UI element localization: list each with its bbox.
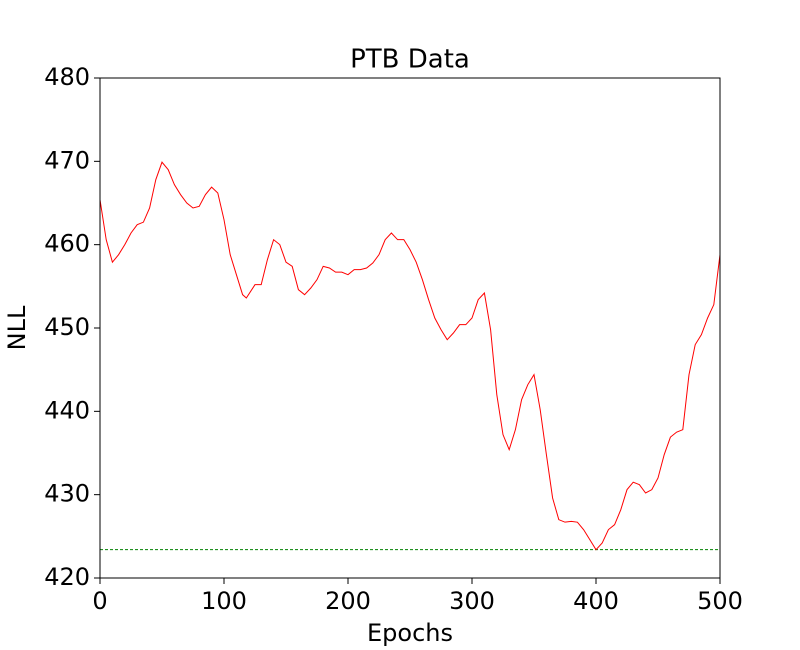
plot-frame <box>99 77 721 579</box>
x-axis-label: Epochs <box>367 619 453 647</box>
x-tick-label: 100 <box>201 587 247 615</box>
x-tick-label: 500 <box>697 587 743 615</box>
y-tick-label: 470 <box>44 146 90 174</box>
x-tick-label: 200 <box>325 587 371 615</box>
x-tick-label: 400 <box>573 587 619 615</box>
x-tick-label: 0 <box>92 587 107 615</box>
y-tick-label: 440 <box>44 396 90 424</box>
chart-title: PTB Data <box>350 45 470 75</box>
y-tick-label: 430 <box>44 480 90 508</box>
y-tick-label: 420 <box>44 563 90 591</box>
y-tick-label: 480 <box>44 63 90 91</box>
y-axis-label: NLL <box>3 305 31 350</box>
x-tick-label: 300 <box>449 587 495 615</box>
data-line <box>99 161 721 551</box>
y-tick-label: 450 <box>44 313 90 341</box>
y-tick-label: 460 <box>44 230 90 258</box>
